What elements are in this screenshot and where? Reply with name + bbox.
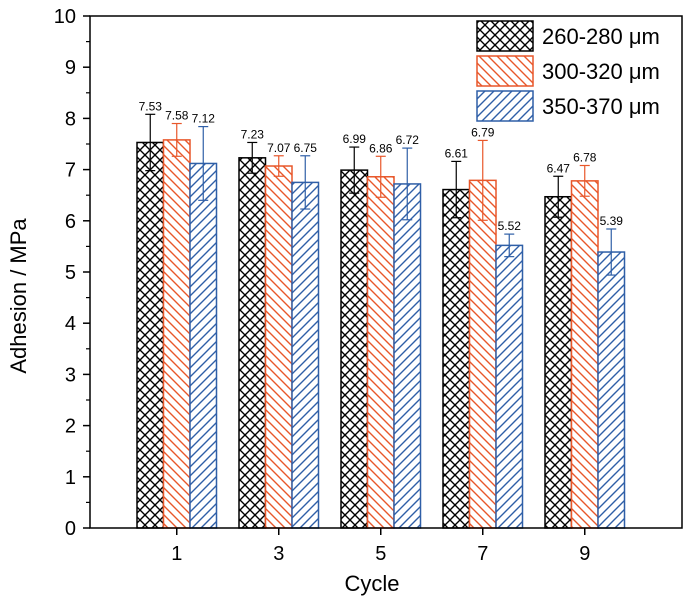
- y-tick-label: 3: [65, 364, 76, 386]
- bar-2-cycle-9: [570, 180, 599, 529]
- y-axis-title: Adhesion / MPa: [6, 218, 31, 374]
- error-bar-1-cycle-9: [553, 175, 564, 218]
- y-tick-label: 4: [65, 313, 76, 335]
- y-tick-label: 0: [65, 518, 76, 540]
- error-bar-3-cycle-3: [300, 155, 311, 210]
- legend-swatch: [476, 55, 534, 87]
- y-tick-label: 10: [54, 6, 76, 28]
- data-label: 7.12: [192, 112, 216, 126]
- error-bar-1-cycle-7: [451, 160, 462, 219]
- data-label: 5.39: [600, 214, 624, 228]
- x-axis-title: Cycle: [344, 571, 399, 596]
- bar-3-cycle-5: [393, 183, 422, 529]
- error-bar-3-cycle-7: [504, 233, 515, 258]
- y-tick-label: 2: [65, 416, 76, 438]
- error-bar-2-cycle-9: [579, 164, 590, 197]
- error-bar-3-cycle-1: [198, 125, 209, 201]
- bar-1-cycle-7: [442, 188, 471, 529]
- legend-item-3: 350-370 μm: [476, 90, 660, 122]
- error-bar-2-cycle-3: [273, 155, 284, 177]
- bar-3-cycle-3: [291, 181, 320, 529]
- y-tick-label: 9: [65, 57, 76, 79]
- data-label: 6.99: [343, 132, 367, 146]
- data-label: 6.61: [445, 146, 469, 160]
- x-tick-label: 7: [477, 543, 488, 565]
- x-tick-label: 3: [273, 543, 284, 565]
- legend-label: 260-280 μm: [542, 24, 660, 49]
- data-label: 5.52: [498, 219, 522, 233]
- data-label: 7.07: [267, 141, 291, 155]
- data-label: 6.79: [471, 125, 495, 139]
- error-bar-1-cycle-3: [247, 141, 258, 174]
- bar-1-cycle-3: [238, 157, 267, 529]
- x-tick-label: 1: [171, 543, 182, 565]
- data-label: 7.58: [165, 109, 189, 123]
- error-bar-1-cycle-1: [145, 113, 156, 172]
- legend-label: 350-370 μm: [542, 94, 660, 119]
- data-label: 6.72: [396, 133, 420, 147]
- data-label: 6.47: [547, 161, 571, 175]
- data-label: 6.86: [369, 141, 393, 155]
- legend-item-1: 260-280 μm: [476, 20, 660, 52]
- y-tick-label: 6: [65, 211, 76, 233]
- plot-area: 7.537.58 7.12 1 7.237.07 6.75 3 6.996.866.72 5 6…: [54, 6, 683, 565]
- error-bar-2-cycle-7: [477, 139, 488, 221]
- bar-2-cycle-1: [162, 139, 191, 529]
- bar-3-cycle-9: [597, 251, 626, 529]
- error-bar-2-cycle-1: [171, 122, 182, 157]
- bar-3-cycle-7: [495, 244, 524, 529]
- data-label: 7.53: [139, 99, 163, 113]
- legend-label: 300-320 μm: [542, 59, 660, 84]
- data-label: 6.78: [573, 151, 597, 165]
- bar-2-cycle-7: [468, 179, 497, 529]
- bar-2-cycle-5: [366, 176, 395, 529]
- bar-1-cycle-9: [544, 195, 573, 529]
- bar-1-cycle-5: [340, 169, 369, 529]
- error-bar-3-cycle-5: [402, 147, 413, 221]
- x-tick-label: 5: [375, 543, 386, 565]
- y-tick-label: 5: [65, 262, 76, 284]
- data-label: 7.23: [241, 127, 265, 141]
- y-tick-label: 8: [65, 108, 76, 130]
- y-tick-label: 1: [65, 467, 76, 489]
- legend-swatch: [476, 20, 534, 52]
- bar-2-cycle-3: [264, 165, 293, 529]
- error-bar-1-cycle-5: [349, 146, 360, 194]
- error-bar-2-cycle-5: [375, 155, 386, 198]
- legend-swatch: [476, 90, 534, 122]
- legend-item-2: 300-320 μm: [476, 55, 660, 87]
- bar-3-cycle-1: [189, 162, 218, 529]
- error-bar-3-cycle-9: [606, 228, 617, 276]
- legend: 260-280 μm 300-320 μm 350-370 μm: [476, 20, 660, 122]
- bar-1-cycle-1: [136, 141, 165, 529]
- x-tick-label: 9: [579, 543, 590, 565]
- data-label: 6.75: [294, 141, 318, 155]
- y-tick-label: 7: [65, 160, 76, 182]
